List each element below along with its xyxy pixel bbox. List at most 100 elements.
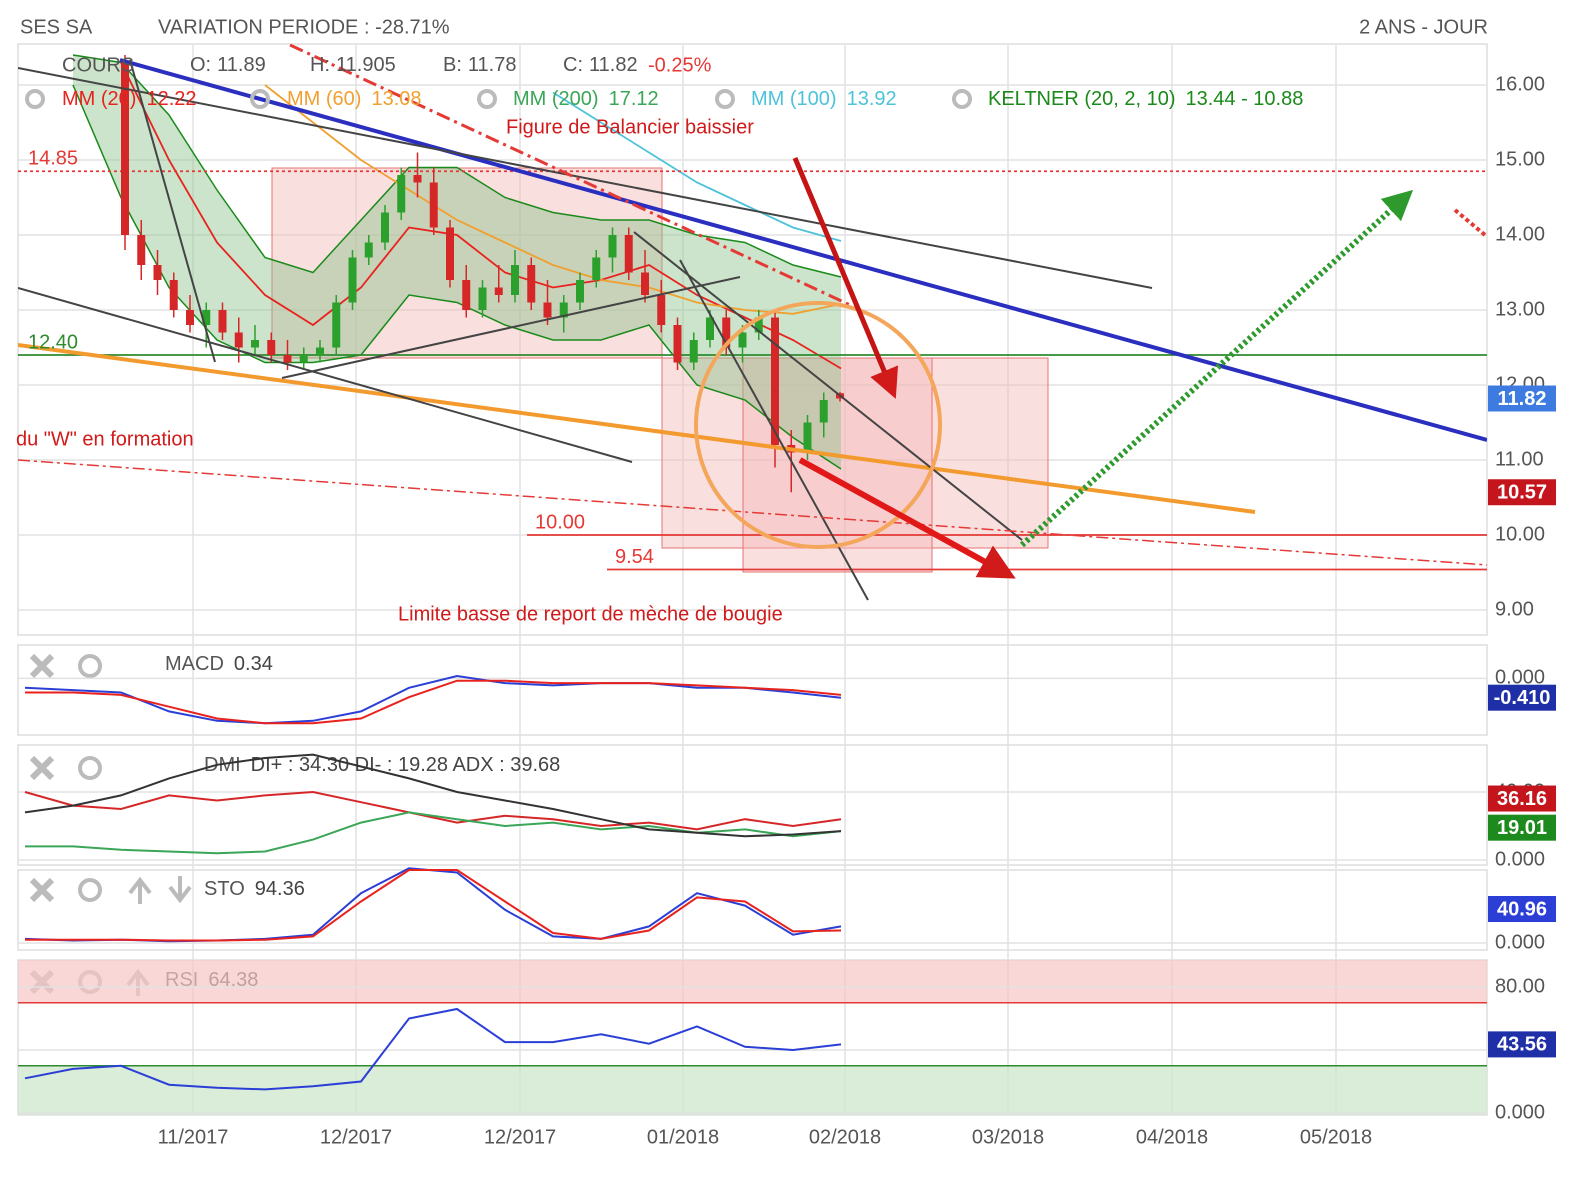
candle-body [771,317,779,445]
quote-field-label: C: [563,54,583,76]
candle-body [234,332,243,348]
annotation: Figure de Balancier baissier [506,116,754,138]
indicator-line [25,869,842,942]
legend-entry: MM (60) 13.08 [287,88,422,110]
macd-panel [17,644,1488,736]
keltner-upper [72,54,842,278]
main-panel [17,43,1488,636]
candle-body [754,317,763,333]
legend-entry: MM (20) 12.22 [62,88,197,110]
dmi-panel [17,744,1488,866]
panel-name: MACD [165,653,224,675]
y-tick-label: 14.00 [1495,223,1545,245]
candle-body [283,355,292,363]
candle-body [819,400,828,423]
gear-icon[interactable] [715,89,735,109]
arrow [1019,189,1414,548]
y-tick-label: 0.000 [1495,1101,1545,1123]
gear-icon[interactable] [477,89,497,109]
trend-line [119,58,1487,442]
legend-value: 13.08 [371,88,421,110]
legend-name: MM (100) [751,88,837,110]
candle-body [608,235,617,258]
arrow [798,457,1016,579]
gear-icon[interactable] [952,89,972,109]
quote-field-label: B: [443,54,462,76]
candle-body [186,310,194,325]
indicator-line [25,811,842,855]
candle-body [364,242,373,258]
legend-entry: KELTNER (20, 2, 10) 13.44 - 10.88 [988,88,1303,110]
trend-line [289,44,851,307]
candle-body [576,280,584,303]
indicator-plot [18,960,1487,1115]
candle-body [803,422,812,453]
candle-body [121,62,129,235]
price-tag-label: -0.410 [1494,687,1551,709]
x-tick-label: 12/2017 [484,1126,556,1148]
price-tag-label: 36.16 [1497,788,1547,810]
level-label: 10.00 [535,511,585,533]
legend-value: 13.44 - 10.88 [1185,88,1303,110]
close-icon[interactable] [29,755,55,781]
price-tag-label: 43.56 [1497,1034,1547,1056]
price-tag [1488,896,1556,923]
gear-icon[interactable] [78,654,102,678]
instrument-name: SES SA [20,16,93,38]
indicator-plot [18,753,1487,861]
level-label: 14.85 [28,148,78,170]
candle-body [251,340,259,348]
close-icon[interactable] [29,653,55,679]
candle-body [689,340,698,363]
candle-body [381,212,389,243]
close-icon[interactable] [29,877,55,903]
panel-title: MACD 0.34 [165,653,273,675]
legend-value: 17.12 [609,88,659,110]
quote-field-value: 11.905 [336,54,396,76]
candle-body [348,257,357,303]
keltner-lower [72,84,842,470]
legend-name: KELTNER (20, 2, 10) [988,88,1175,110]
x-tick-label: 04/2018 [1136,1126,1208,1148]
gear-icon[interactable] [78,878,102,902]
moving-average [552,91,842,242]
x-tick-label: 11/2017 [158,1126,229,1148]
down-icon[interactable] [168,876,192,904]
gear-icon[interactable] [25,89,45,109]
legend-entry: MM (200) 17.12 [513,88,659,110]
indicator-line [25,679,842,725]
y-tick-label: 0.000 [1495,667,1545,689]
price-tag [1488,1031,1556,1058]
candle-body [429,182,438,228]
candle-body [462,280,471,310]
panel-value: DI+ : 34.30 DI- : 19.28 ADX : 39.68 [251,754,561,776]
candle-body [511,265,519,295]
zone-rect [661,357,1049,549]
candle-body [559,302,568,318]
moving-average [264,84,842,315]
trend-line [18,67,1153,289]
candle-body [494,287,503,295]
x-tick-label: 01/2018 [647,1126,719,1148]
candle-body [169,280,178,310]
quote-field: C: 11.82 [563,54,638,76]
candle-body [641,272,649,295]
x-tick-label: 02/2018 [809,1126,881,1148]
trend-line [129,59,216,363]
quote-field: O: 11.89 [190,54,266,76]
gear-icon[interactable] [250,89,270,109]
legend-value: 13.92 [847,88,897,110]
trend-line [281,276,741,379]
candle-body [527,265,536,303]
level-label: 12.40 [28,331,78,353]
candle-body [673,325,682,363]
price-tag-label: 40.96 [1497,898,1547,920]
up-icon[interactable] [128,876,152,904]
x-tick-label: 05/2018 [1300,1126,1372,1148]
price-tag [1488,385,1556,412]
indicator-line [24,674,842,725]
quote-field-value: 11.89 [217,54,266,76]
arrow [792,157,899,399]
gear-icon[interactable] [78,756,102,780]
